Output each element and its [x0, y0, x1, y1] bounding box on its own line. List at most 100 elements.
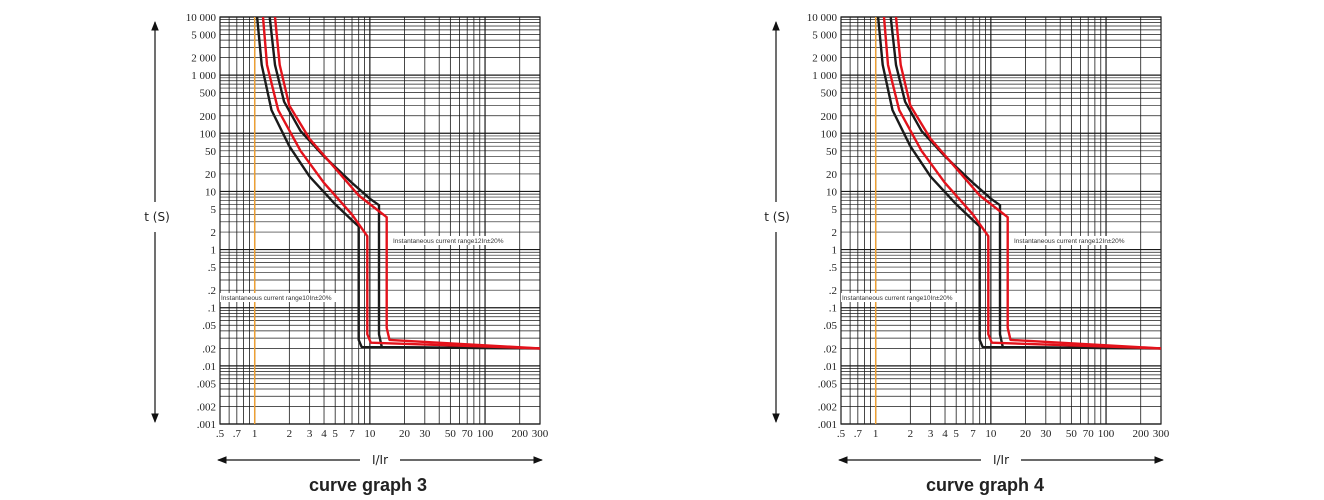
y-tick-label: 2: [832, 227, 838, 239]
y-tick-label: 10 000: [186, 12, 217, 24]
annotation-bg: [1013, 236, 1136, 245]
y-tick-label: 100: [821, 128, 838, 140]
x-tick-label: 200: [1132, 428, 1149, 440]
y-tick-label: 10 000: [807, 12, 838, 24]
x-tick-label: 5: [953, 428, 959, 440]
y-tick-label: .001: [818, 419, 837, 431]
series-line-1: [255, 17, 540, 350]
y-tick-label: 2: [211, 227, 217, 239]
x-tick-label: 30: [1040, 428, 1052, 440]
x-tick-label: 1: [873, 428, 879, 440]
y-tick-label: .01: [823, 361, 837, 373]
x-tick-label: .5: [837, 428, 846, 440]
x-tick-label: 200: [511, 428, 528, 440]
x-axis-label: I/Ir: [372, 453, 388, 467]
y-tick-label: .01: [202, 361, 216, 373]
x-tick-label: 30: [419, 428, 431, 440]
x-tick-label: 100: [477, 428, 494, 440]
x-tick-label: 3: [307, 428, 313, 440]
x-tick-label: 70: [1083, 428, 1095, 440]
y-tick-label: 5: [832, 204, 838, 216]
y-tick-label: .2: [829, 285, 837, 297]
series-line-3: [261, 17, 540, 350]
annotation-label: Instantaneous current range10In±20%: [221, 295, 332, 302]
y-tick-label: .002: [818, 401, 837, 413]
y-tick-label: .005: [818, 378, 838, 390]
y-tick-label: 2 000: [812, 53, 837, 65]
y-tick-label: .02: [823, 343, 837, 355]
y-tick-label: 200: [821, 111, 838, 123]
y-tick-label: .1: [208, 303, 216, 315]
y-tick-label: 10: [826, 186, 838, 198]
y-tick-label: 500: [821, 88, 838, 100]
series-line-3: [882, 17, 1161, 350]
x-tick-label: 10: [364, 428, 376, 440]
y-tick-label: .005: [197, 378, 217, 390]
x-tick-label: .5: [216, 428, 225, 440]
x-tick-label: 7: [970, 428, 976, 440]
x-tick-label: 20: [399, 428, 411, 440]
annotation-label: Instantaneous current range10In±20%: [842, 295, 953, 302]
y-tick-label: .001: [197, 419, 216, 431]
annotation-label: Instantaneous current range12In±20%: [1014, 238, 1125, 245]
y-tick-label: 200: [200, 111, 217, 123]
annotation-bg: [220, 293, 343, 302]
y-tick-label: .02: [202, 343, 216, 355]
x-axis-label: I/Ir: [993, 453, 1009, 467]
x-tick-label: .7: [854, 428, 863, 440]
x-tick-label: 3: [928, 428, 934, 440]
x-tick-label: 50: [445, 428, 457, 440]
y-tick-label: .5: [208, 262, 217, 274]
x-tick-label: 2: [287, 428, 293, 440]
chart-title: curve graph 4: [926, 475, 1044, 495]
y-tick-label: .2: [208, 285, 216, 297]
y-tick-label: 500: [200, 88, 217, 100]
x-tick-label: 70: [462, 428, 474, 440]
y-tick-label: 1: [832, 245, 838, 257]
x-tick-label: 300: [1153, 428, 1170, 440]
y-tick-label: 20: [826, 169, 838, 181]
y-tick-label: 1 000: [812, 70, 837, 82]
x-tick-label: 1: [252, 428, 258, 440]
chart-title: curve graph 3: [309, 475, 427, 495]
curves: [876, 17, 1161, 350]
y-tick-label: 5 000: [191, 30, 216, 42]
y-tick-label: 5 000: [812, 30, 837, 42]
y-tick-label: 5: [211, 204, 217, 216]
annotation-label: Instantaneous current range12In±20%: [393, 238, 504, 245]
x-tick-label: 2: [908, 428, 914, 440]
y-tick-label: .05: [823, 320, 837, 332]
y-tick-label: .5: [829, 262, 838, 274]
x-tick-label: 5: [332, 428, 338, 440]
y-tick-label: 1: [211, 245, 217, 257]
x-tick-label: 50: [1066, 428, 1078, 440]
y-tick-label: .05: [202, 320, 216, 332]
x-tick-label: 10: [985, 428, 997, 440]
y-tick-label: 100: [200, 128, 217, 140]
y-tick-label: 2 000: [191, 53, 216, 65]
curve-graph-3: Instantaneous current range12In±20% Insta…: [144, 12, 549, 495]
annotation-bg: [841, 293, 964, 302]
x-tick-label: 20: [1020, 428, 1032, 440]
y-tick-label: 50: [826, 146, 838, 158]
y-tick-label: .002: [197, 401, 216, 413]
vertical-gridlines: [219, 17, 541, 424]
x-tick-label: 7: [349, 428, 355, 440]
series-line-4: [894, 17, 1161, 350]
y-tick-label: .1: [829, 303, 837, 315]
y-axis-label: t (S): [764, 210, 790, 224]
x-tick-label: 300: [532, 428, 549, 440]
y-tick-label: 50: [205, 146, 217, 158]
y-tick-label: 1 000: [191, 70, 216, 82]
x-tick-label: 100: [1098, 428, 1115, 440]
series-line-2: [268, 17, 540, 350]
series-line-1: [876, 17, 1161, 350]
annotation-bg: [392, 236, 515, 245]
series-line-2: [889, 17, 1161, 350]
y-axis-label: t (S): [144, 210, 170, 224]
x-tick-label: 4: [942, 428, 948, 440]
series-line-4: [273, 17, 540, 350]
y-tick-label: 20: [205, 169, 217, 181]
x-tick-label: .7: [233, 428, 242, 440]
